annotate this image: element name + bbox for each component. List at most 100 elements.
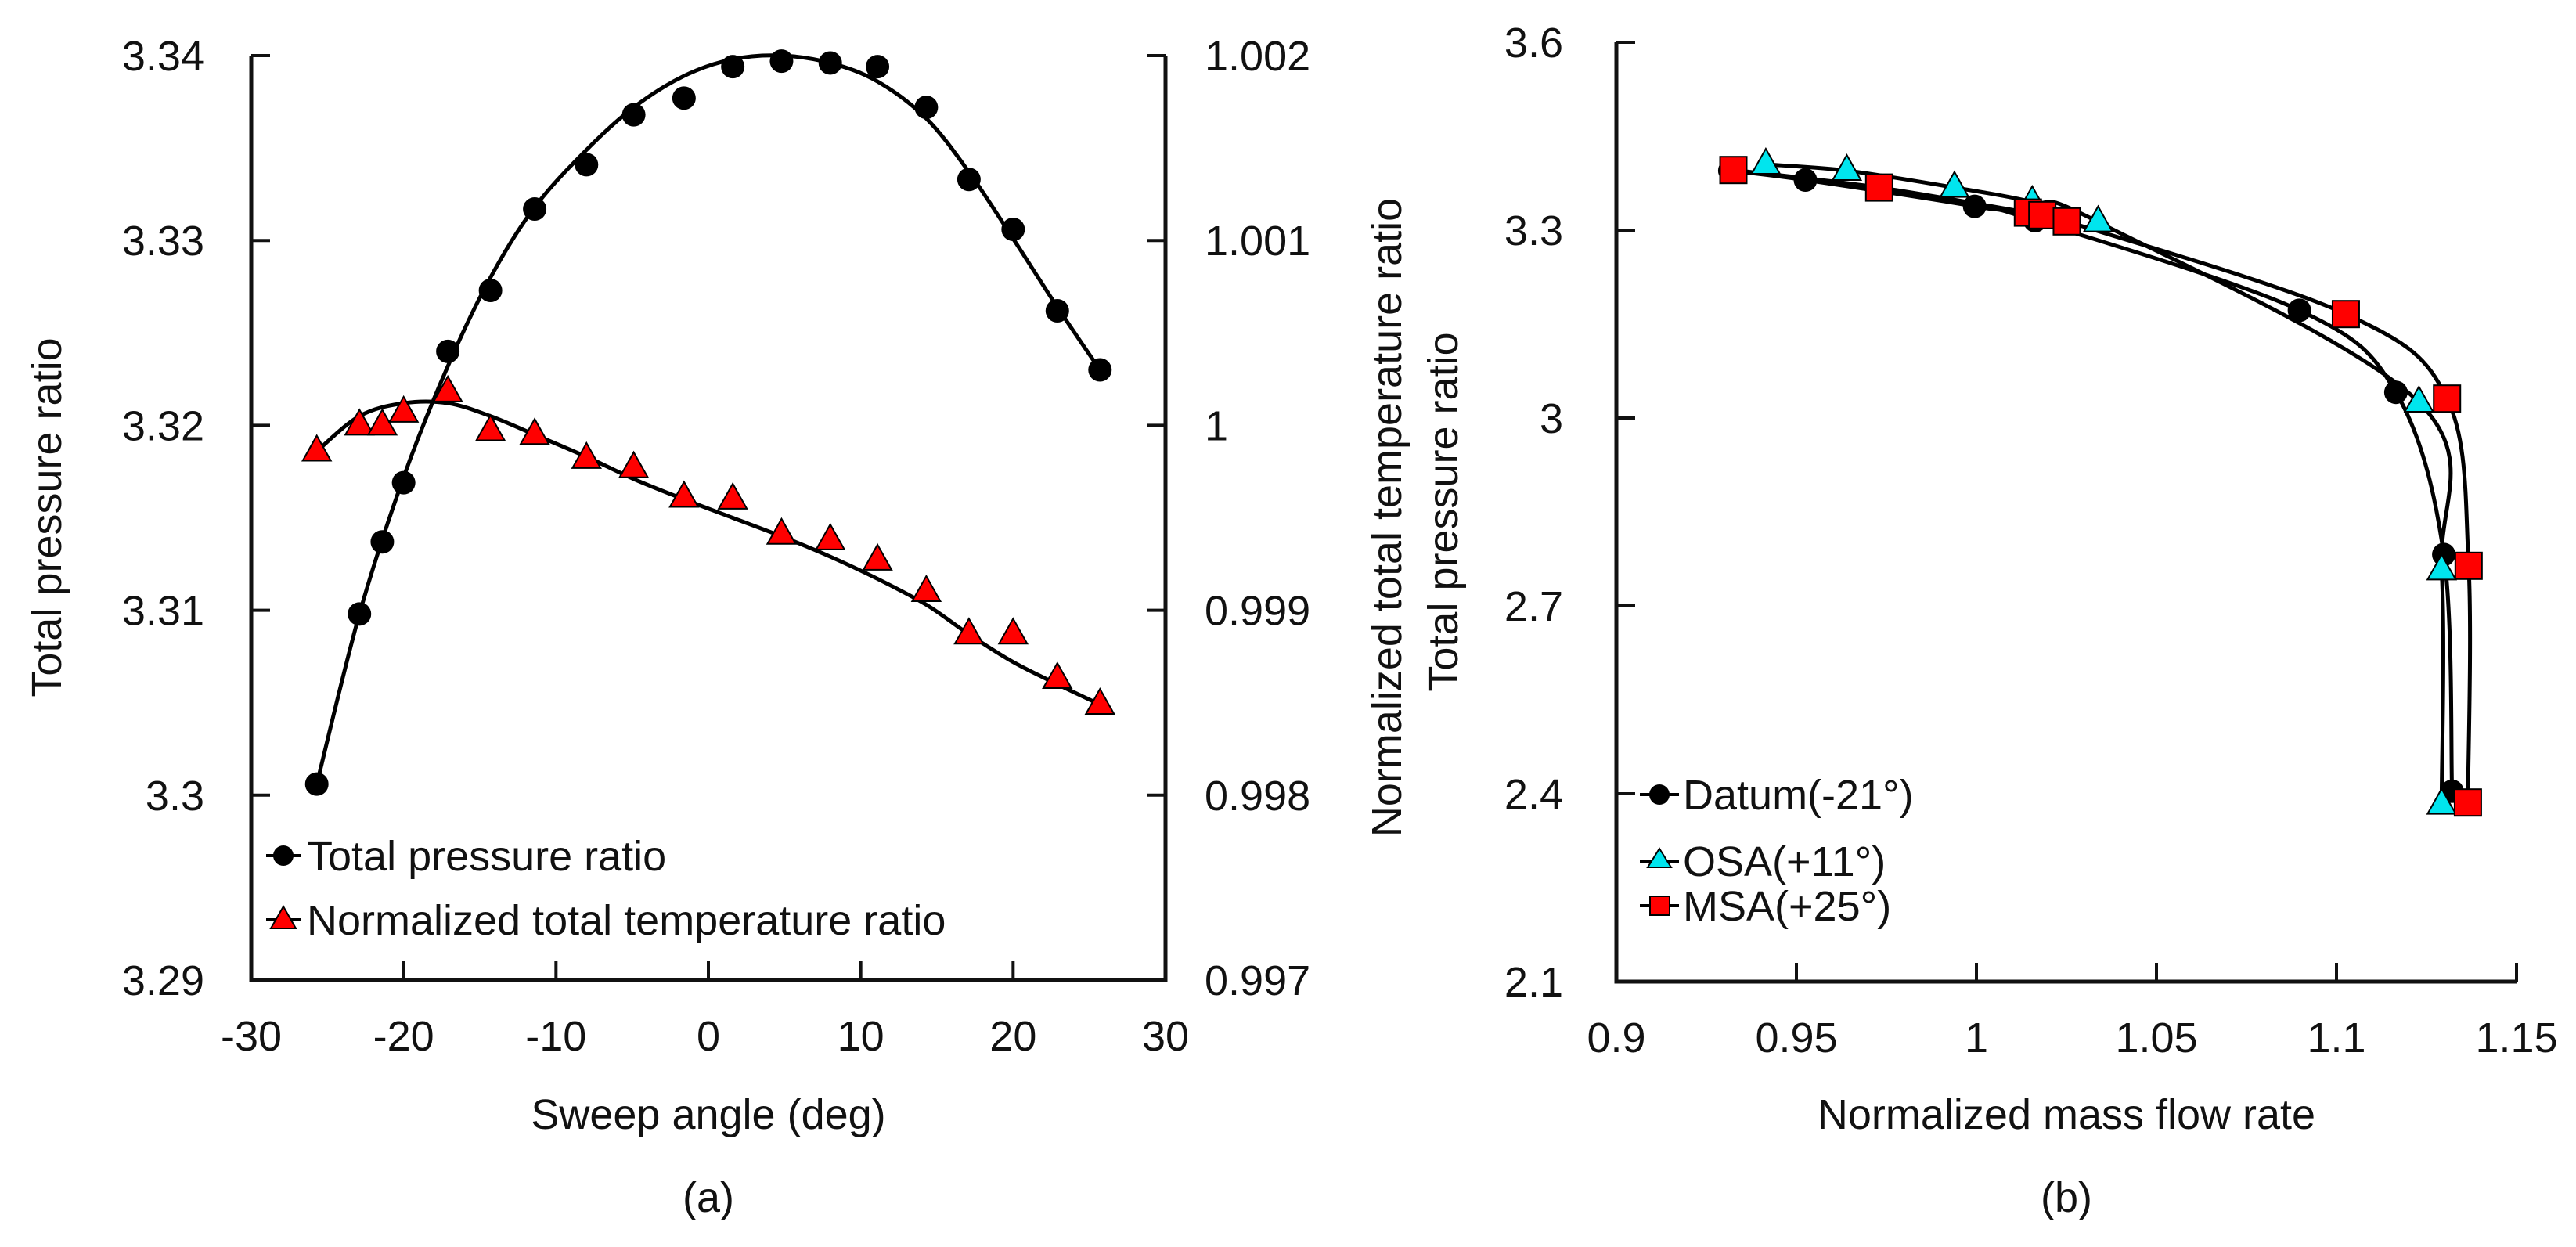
temperature-ratio-point — [301, 434, 333, 462]
x-tick-label: 1.1 — [2307, 1015, 2365, 1061]
y-tick-label: 3.34 — [122, 33, 204, 80]
total-pressure-ratio-point — [523, 197, 547, 222]
temperature-ratio-point — [344, 408, 375, 436]
legend-label: Datum(-21°) — [1683, 772, 1914, 819]
y-tick-label: 2.7 — [1504, 583, 1563, 630]
temperature-ratio-point — [1084, 687, 1116, 715]
chart-b-marks — [1717, 146, 2483, 817]
osa-point — [1750, 146, 1782, 175]
msa-point — [2028, 200, 2057, 229]
x-tick-label: 0.95 — [1755, 1015, 1837, 1061]
legend-label: OSA(+11°) — [1683, 838, 1886, 885]
chart-a-legend: Total pressure ratio Normalized total te… — [266, 833, 946, 944]
y-tick-label: 3.3 — [1504, 207, 1563, 254]
legend-square-marker-icon — [1649, 896, 1670, 916]
datum-line — [1729, 168, 2455, 791]
legend-label: Normalized total temperature ratio — [307, 897, 946, 944]
legend-triangle-marker-icon — [269, 904, 297, 929]
total-pressure-ratio-point — [575, 153, 599, 177]
total-pressure-ratio-point — [769, 49, 794, 74]
x-tick-label: -20 — [373, 1013, 434, 1060]
temperature-ratio-point — [519, 417, 550, 445]
total-pressure-ratio-point — [1001, 218, 1025, 242]
temperature-ratio-point — [815, 522, 846, 550]
temperature-ratio-point — [766, 517, 798, 545]
y2-tick-label: 1.002 — [1205, 33, 1310, 80]
chart-b-legend: Datum(-21°) OSA(+11°) MSA(+25°) — [1640, 772, 1914, 930]
chart-a-x-axis-title: Sweep angle (deg) — [531, 1091, 885, 1138]
total-pressure-ratio-point — [304, 772, 329, 796]
temperature-ratio-point — [717, 481, 748, 510]
temperature-ratio-point — [387, 395, 420, 423]
msa-point — [1864, 173, 1893, 202]
datum-point — [2383, 380, 2408, 405]
msa-point — [2052, 207, 2081, 236]
osa-line — [1765, 162, 2453, 805]
total-pressure-ratio-point — [370, 530, 395, 554]
x-tick-label: 10 — [838, 1013, 884, 1060]
x-tick-label: 20 — [989, 1013, 1036, 1060]
temperature-ratio-fit-line — [315, 399, 1101, 707]
y-tick-label: 3.3 — [146, 773, 204, 820]
total-pressure-ratio-point — [914, 96, 939, 120]
total-pressure-ratio-fit-line — [315, 53, 1102, 785]
x-tick-label: 1 — [1965, 1015, 1988, 1061]
total-pressure-ratio-point — [1045, 298, 1069, 323]
total-pressure-ratio-point — [478, 278, 503, 302]
x-tick-label: 1.15 — [2475, 1015, 2557, 1061]
chart-a-ticks: -30 -20 -10 0 10 20 30 3.29 3.3 3.31 3.32 3.33 3.34 0… — [122, 33, 1310, 1060]
temperature-ratio-point — [862, 542, 893, 571]
chart-b-x-axis-title: Normalized mass flow rate — [1818, 1091, 2315, 1138]
chart-a-y-axis-title: Total pressure ratio — [23, 337, 70, 697]
temperature-ratio-point — [953, 617, 985, 645]
y-tick-label: 3.32 — [122, 402, 204, 449]
temperature-ratio-point — [910, 574, 942, 602]
osa-point — [2426, 553, 2458, 581]
y-tick-label: 3.33 — [122, 218, 204, 265]
y2-tick-label: 0.998 — [1205, 773, 1310, 820]
chart-a-caption: (a) — [683, 1174, 734, 1221]
temperature-ratio-point — [474, 413, 506, 441]
osa-point — [2426, 787, 2458, 815]
chart-a-marks — [301, 49, 1116, 796]
legend-item-normalized-total-temperature-ratio: Normalized total temperature ratio — [266, 897, 946, 944]
x-tick-label: -30 — [221, 1013, 282, 1060]
chart-b-curves — [1729, 162, 2473, 805]
msa-line — [1733, 168, 2473, 803]
osa-point — [2403, 384, 2435, 413]
msa-point — [2433, 384, 2462, 413]
y-tick-label: 2.4 — [1504, 771, 1563, 818]
total-pressure-ratio-point — [348, 602, 372, 626]
chart-b-mass-flow: 0.9 0.95 1 1.05 1.1 1.15 2.1 2.4 2.7 3 3.3 3.6 Tota… — [1420, 20, 2558, 1221]
legend-label: MSA(+25°) — [1683, 883, 1891, 930]
chart-a-sweep-angle: -30 -20 -10 0 10 20 30 3.29 3.3 3.31 3.32 3.33 3.34 0… — [23, 33, 1410, 1221]
temperature-ratio-point — [571, 441, 602, 469]
y2-tick-label: 0.997 — [1205, 957, 1310, 1004]
y-tick-label: 3.31 — [122, 588, 204, 635]
legend-triangle-marker-icon — [1646, 847, 1673, 868]
legend-item-msa: MSA(+25°) — [1640, 883, 1891, 930]
chart-a-curves — [315, 53, 1102, 785]
x-tick-label: -10 — [525, 1013, 586, 1060]
temperature-ratio-point — [997, 617, 1029, 645]
temperature-ratio-point — [432, 374, 463, 402]
y2-tick-label: 0.999 — [1205, 588, 1310, 635]
msa-point — [2331, 300, 2360, 329]
msa-point — [2454, 551, 2483, 580]
x-tick-label: 0.9 — [1587, 1015, 1645, 1061]
total-pressure-ratio-point — [391, 470, 416, 495]
legend-circle-marker-icon — [1649, 784, 1670, 805]
legend-item-total-pressure-ratio: Total pressure ratio — [266, 833, 666, 880]
y-tick-label: 2.1 — [1504, 959, 1563, 1006]
temperature-ratio-point — [618, 450, 650, 478]
total-pressure-ratio-point — [1088, 358, 1112, 382]
x-tick-label: 30 — [1142, 1013, 1189, 1060]
total-pressure-ratio-point — [721, 55, 745, 79]
osa-point — [2082, 204, 2114, 232]
osa-point — [1939, 170, 1970, 198]
legend-circle-marker-icon — [273, 845, 294, 866]
msa-point — [2453, 788, 2482, 817]
chart-b-caption: (b) — [2041, 1174, 2092, 1221]
x-tick-label: 1.05 — [2115, 1015, 2197, 1061]
